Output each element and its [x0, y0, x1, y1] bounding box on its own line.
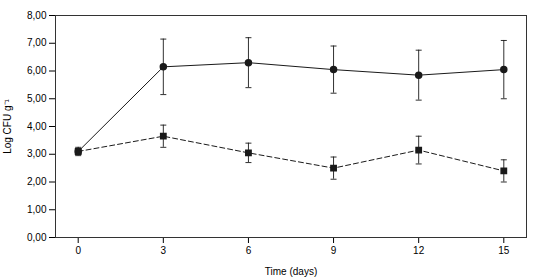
svg-text:1,00: 1,00 [27, 204, 47, 215]
svg-text:Time (days): Time (days) [265, 266, 317, 277]
svg-text:6,00: 6,00 [27, 65, 47, 76]
svg-text:3: 3 [161, 245, 167, 256]
svg-text:12: 12 [413, 245, 425, 256]
svg-text:5,00: 5,00 [27, 93, 47, 104]
svg-text:15: 15 [498, 245, 510, 256]
svg-text:Log CFU g⁻¹: Log CFU g⁻¹ [2, 98, 13, 153]
svg-text:8,00: 8,00 [27, 10, 47, 21]
svg-text:7,00: 7,00 [27, 37, 47, 48]
svg-text:6: 6 [246, 245, 252, 256]
svg-text:2,00: 2,00 [27, 176, 47, 187]
svg-text:9: 9 [331, 245, 337, 256]
svg-text:0,00: 0,00 [27, 232, 47, 243]
svg-text:4,00: 4,00 [27, 121, 47, 132]
svg-text:0: 0 [75, 245, 81, 256]
svg-text:3,00: 3,00 [27, 148, 47, 159]
